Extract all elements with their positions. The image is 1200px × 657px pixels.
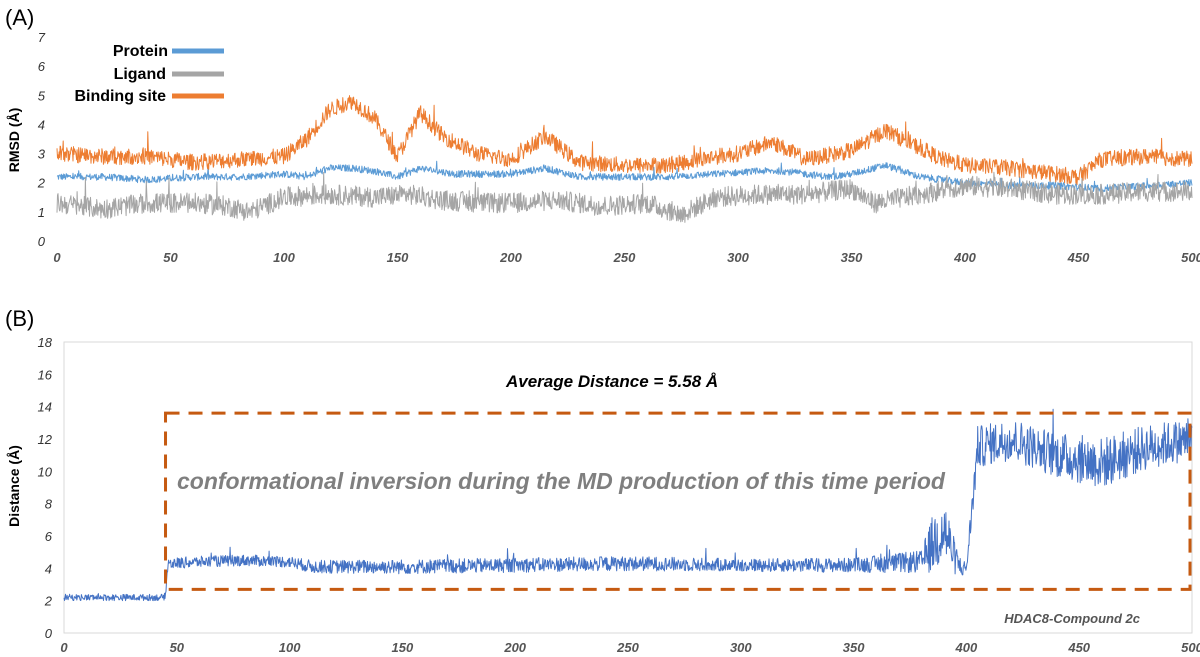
x-tick-label: 250 [616,640,639,655]
panel-b-y-ticks: 0 2 4 6 8 10 12 14 16 18 [38,335,53,641]
x-tick-label: 450 [1067,640,1090,655]
panel-b-label: (B) [5,306,34,331]
x-tick-label: 0 [60,640,68,655]
panel-a-label: (A) [5,5,34,30]
x-tick-label: 200 [499,250,522,265]
y-tick-label: 2 [44,594,53,609]
series-line-distance [63,408,1193,602]
x-tick-label: 300 [727,250,749,265]
inversion-annotation: conformational inversion during the MD p… [177,468,946,494]
series-line-binding-site [56,95,1193,186]
legend-label: Protein [113,43,168,60]
x-tick-label: 200 [503,640,526,655]
panel-b-x-ticks: 0 50 100 150 200 250 300 350 400 450 500 [60,640,1200,655]
panel-b-plot-area [63,408,1193,602]
x-tick-label: 400 [953,250,976,265]
y-tick-label: 0 [45,626,53,641]
panel-b-ylabel: Distance (Å) [6,445,22,527]
inversion-highlight-box [164,411,1192,591]
average-distance-label: Average Distance = 5.58 Å [505,372,718,391]
x-tick-label: 450 [1067,250,1090,265]
panel-a-plot-area [56,95,1193,223]
legend-label: Ligand [114,66,166,83]
y-tick-label: 8 [45,497,53,512]
y-tick-label: 1 [38,205,45,220]
panel-a-x-ticks: 0 50 100 150 200 250 300 350 400 450 500 [53,250,1200,265]
y-tick-label: 14 [38,400,52,415]
y-tick-label: 6 [38,59,46,74]
x-tick-label: 250 [613,250,636,265]
y-tick-label: 10 [38,464,53,479]
x-tick-label: 350 [843,640,865,655]
panel-a-ylabel: RMSD (Å) [6,108,22,173]
panel-b: (B) Distance (Å) Average Distance = 5.58… [5,306,1200,655]
y-tick-label: 4 [45,561,52,576]
x-tick-label: 50 [170,640,185,655]
y-tick-label: 7 [38,30,46,45]
y-tick-label: 5 [38,88,46,103]
y-tick-label: 18 [38,335,53,350]
y-tick-label: 2 [37,176,46,191]
series-line-ligand [56,168,1193,223]
panel-a-legend: Protein Ligand Binding site [74,43,224,105]
x-tick-label: 500 [1181,250,1200,265]
y-tick-label: 12 [38,432,53,447]
x-tick-label: 50 [163,250,178,265]
y-tick-label: 0 [38,234,46,249]
x-tick-label: 100 [279,640,301,655]
y-tick-label: 6 [45,529,53,544]
panel-a: (A) RMSD (Å) 0 50 100 150 200 250 300 350 400 450… [5,5,1200,265]
x-tick-label: 150 [392,640,414,655]
x-tick-label: 0 [53,250,61,265]
x-tick-label: 150 [387,250,409,265]
panel-a-y-ticks: 0 1 2 3 4 5 6 7 [37,30,46,249]
y-tick-label: 16 [38,367,53,382]
x-tick-label: 100 [273,250,295,265]
system-label: HDAC8-Compound 2c [1004,611,1141,626]
y-tick-label: 3 [38,147,46,162]
panel-b-frame [63,341,1193,634]
legend-label: Binding site [74,88,166,105]
x-tick-label: 400 [955,640,978,655]
x-tick-label: 500 [1181,640,1200,655]
x-tick-label: 350 [841,250,863,265]
y-tick-label: 4 [38,117,45,132]
x-tick-label: 300 [730,640,752,655]
